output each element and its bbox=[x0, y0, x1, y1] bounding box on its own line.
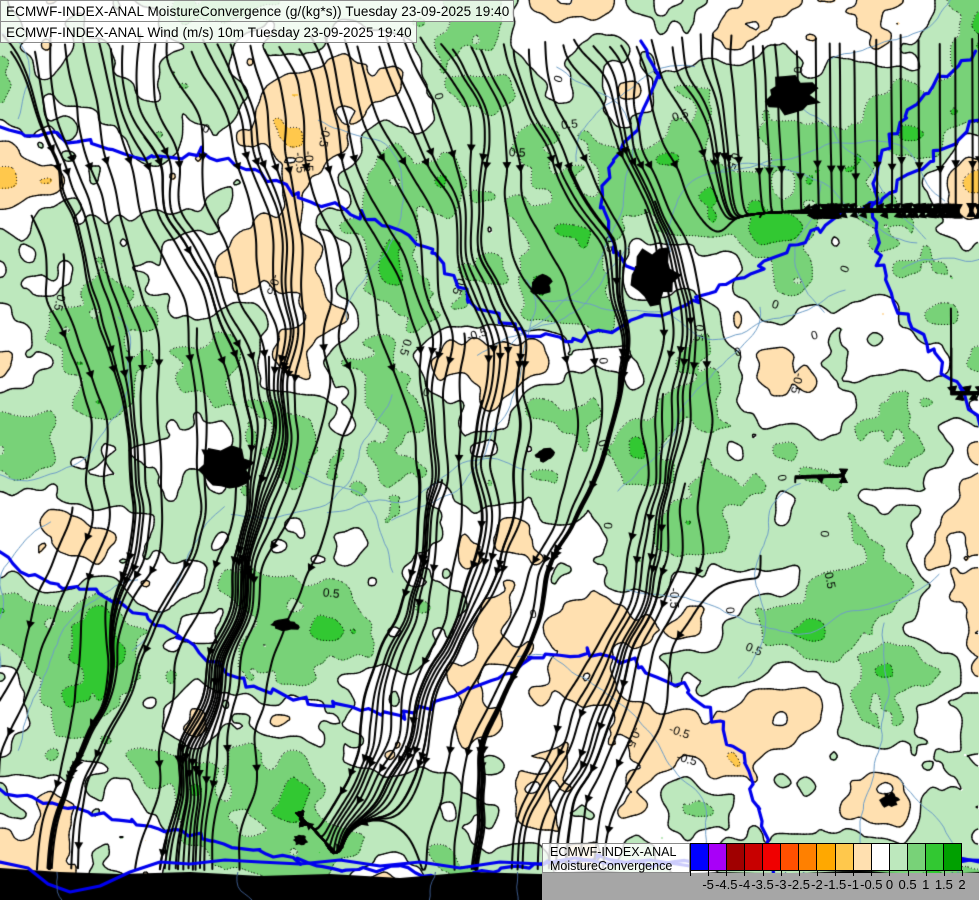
colorbar-swatch-3[interactable] bbox=[745, 844, 764, 870]
colorbar-swatch-9[interactable] bbox=[853, 844, 872, 870]
colorbar-tick-label-2: -4 bbox=[738, 877, 751, 892]
legend-label-block: ECMWF-INDEX-ANAL MoistureConvergence bbox=[542, 843, 690, 873]
colorbar-tick-label-14: 2 bbox=[958, 877, 966, 892]
colorbar-swatch-7[interactable] bbox=[817, 844, 836, 870]
colorbar-tick-label-6: -2 bbox=[811, 877, 823, 892]
colorbar-tick-12 bbox=[907, 870, 909, 876]
colorbar-swatch-6[interactable] bbox=[799, 844, 818, 870]
colorbar-tick-15 bbox=[962, 870, 963, 876]
colorbar-tick-2 bbox=[726, 870, 728, 876]
legend-source-label: ECMWF-INDEX-ANAL bbox=[550, 845, 677, 859]
colorbar-legend: ECMWF-INDEX-ANAL MoistureConvergence g/(… bbox=[542, 843, 979, 900]
colorbar-tick-11 bbox=[889, 870, 891, 876]
colorbar-tick-label-5: -2.5 bbox=[787, 877, 810, 892]
colorbar-tick-label-13: 1.5 bbox=[934, 877, 953, 892]
colorbar-swatch-11[interactable] bbox=[889, 844, 908, 870]
colorbar-tick-label-11: 0.5 bbox=[898, 877, 917, 892]
colorbar-tick-14 bbox=[943, 870, 945, 876]
colorbar-tick-7 bbox=[816, 870, 818, 876]
colorbar-swatches[interactable] bbox=[690, 843, 962, 871]
colorbar-swatch-2[interactable] bbox=[727, 844, 746, 870]
legend-field-label: MoistureConvergence bbox=[550, 859, 673, 873]
colorbar-swatch-5[interactable] bbox=[781, 844, 800, 870]
colorbar-swatch-12[interactable] bbox=[907, 844, 926, 870]
colorbar-wrap: -5 -4.5 -4 -3.5 -3 -2.5 -2 -1.5 -1 -0.5 0 0.5 1 1.5 2 bbox=[542, 843, 979, 900]
colorbar-swatch-13[interactable] bbox=[925, 844, 944, 870]
colorbar-tick-6 bbox=[798, 870, 800, 876]
colorbar-swatch-0[interactable] bbox=[691, 844, 710, 870]
colorbar-tick-label-12: 1 bbox=[922, 877, 930, 892]
colorbar-tick-label-0: -5 bbox=[702, 877, 714, 892]
colorbar-swatch-4[interactable] bbox=[763, 844, 782, 870]
colorbar-tick-0 bbox=[690, 870, 691, 876]
colorbar-tick-8 bbox=[835, 870, 837, 876]
colorbar-tick-10 bbox=[871, 870, 873, 876]
map-title-moisture-convergence: ECMWF-INDEX-ANAL MoistureConvergence (g/… bbox=[0, 0, 515, 22]
colorbar-tick-label-9: -0.5 bbox=[860, 877, 883, 892]
colorbar-swatch-8[interactable] bbox=[835, 844, 854, 870]
colorbar-tick-label-1: -4.5 bbox=[715, 877, 738, 892]
colorbar-tick-label-4: -3 bbox=[774, 877, 787, 892]
colorbar-tick-1 bbox=[708, 870, 710, 876]
colorbar-tick-label-3: -3.5 bbox=[751, 877, 774, 892]
colorbar-tick-label-8: -1 bbox=[847, 877, 859, 892]
colorbar-tick-marks bbox=[690, 870, 963, 900]
colorbar-tick-9 bbox=[853, 870, 855, 876]
colorbar-swatch-14[interactable] bbox=[943, 844, 961, 870]
colorbar-swatch-10[interactable] bbox=[871, 844, 890, 870]
colorbar-tick-3 bbox=[744, 870, 746, 876]
colorbar-swatch-1[interactable] bbox=[709, 844, 728, 870]
colorbar-tick-13 bbox=[925, 870, 927, 876]
legend-tick-band bbox=[542, 873, 979, 900]
colorbar-tick-4 bbox=[762, 870, 764, 876]
colorbar-tick-label-7: -1.5 bbox=[823, 877, 847, 892]
colorbar-tick-5 bbox=[780, 870, 782, 876]
colorbar-tick-label-10: 0 bbox=[885, 877, 894, 892]
map-title-wind: ECMWF-INDEX-ANAL Wind (m/s) 10m Tuesday … bbox=[0, 21, 417, 43]
colorbar-tick-labels: -5 -4.5 -4 -3.5 -3 -2.5 -2 -1.5 -1 -0.5 0 0.5 1 1.5 2 bbox=[690, 873, 979, 900]
